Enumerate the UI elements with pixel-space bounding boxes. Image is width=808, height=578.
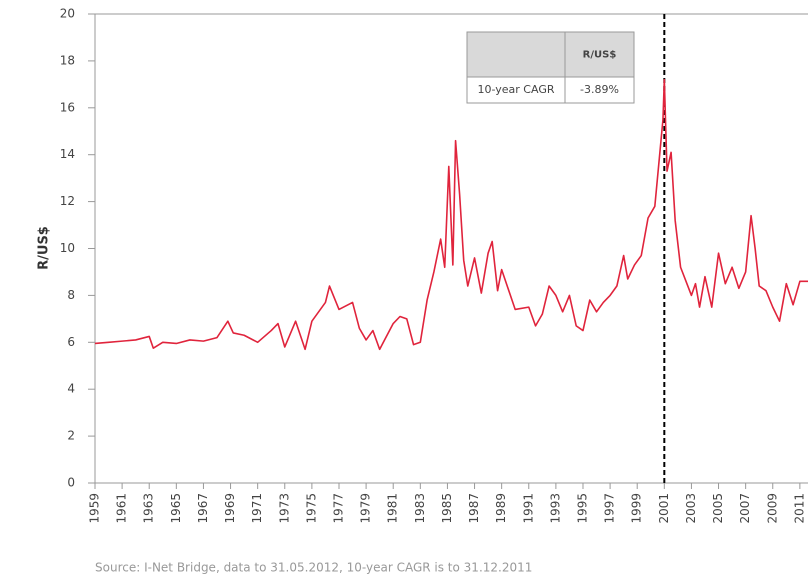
- x-tick-label: 1985: [440, 493, 454, 524]
- y-tick-label: 20: [60, 7, 75, 21]
- x-tick-label: 1987: [467, 493, 481, 524]
- source: Source: I-Net Bridge, data to 31.05.2012…: [95, 561, 532, 575]
- x-tick-label: 2003: [684, 493, 698, 524]
- data-line: [94, 78, 808, 351]
- x-tick-label: 1993: [548, 493, 562, 524]
- x-tick-label: 1973: [277, 493, 291, 524]
- y-tick-label: 2: [67, 429, 75, 443]
- x-tick-label: 1983: [413, 493, 427, 524]
- x-tick-label: 1997: [603, 493, 617, 524]
- y-tick-label: 8: [67, 288, 75, 302]
- x-tick-label: 2001: [657, 493, 671, 524]
- x-tick-label: 1963: [142, 493, 156, 524]
- x-tick-label: 1967: [196, 493, 210, 524]
- x-tick-label: 1977: [331, 493, 345, 524]
- y-tick-label: 4: [67, 382, 75, 396]
- table-cell: 10-year CAGR: [478, 83, 555, 96]
- x-tick-label: 2005: [711, 493, 725, 524]
- x-tick-label: 1989: [494, 493, 508, 524]
- y-tick-label: 18: [60, 53, 75, 67]
- x-tick-label: 2009: [765, 493, 779, 524]
- x-tick-label: 2007: [738, 493, 752, 524]
- table-row-bg: [466, 76, 635, 104]
- x-tick-label: 1971: [250, 493, 264, 524]
- x-tick-label: 1975: [304, 493, 318, 524]
- y-axis-label: R/US$: [37, 226, 52, 270]
- x-tick-label: 1991: [521, 493, 535, 524]
- y-tick-label: 6: [67, 335, 75, 349]
- table-cell: -3.89%: [580, 83, 619, 96]
- table-header: R/US$: [583, 50, 617, 61]
- table-header-bg: [466, 31, 635, 78]
- y-tick-label: 12: [60, 194, 75, 208]
- y-tick-label: 14: [60, 147, 75, 161]
- y-tick-label: 10: [60, 241, 75, 255]
- y-tick-label: 0: [67, 476, 75, 490]
- x-tick-label: 1959: [88, 493, 102, 524]
- x-tick-label: 1981: [386, 493, 400, 524]
- x-tick-label: 2011: [792, 493, 806, 524]
- x-tick-label: 1969: [223, 493, 237, 524]
- x-tick-label: 1961: [115, 493, 129, 524]
- x-tick-label: 1999: [630, 493, 644, 524]
- x-tick-label: 1995: [575, 493, 589, 524]
- x-tick-label: 1979: [359, 493, 373, 524]
- x-tick-label: 1965: [169, 493, 183, 524]
- y-tick-label: 16: [60, 100, 75, 114]
